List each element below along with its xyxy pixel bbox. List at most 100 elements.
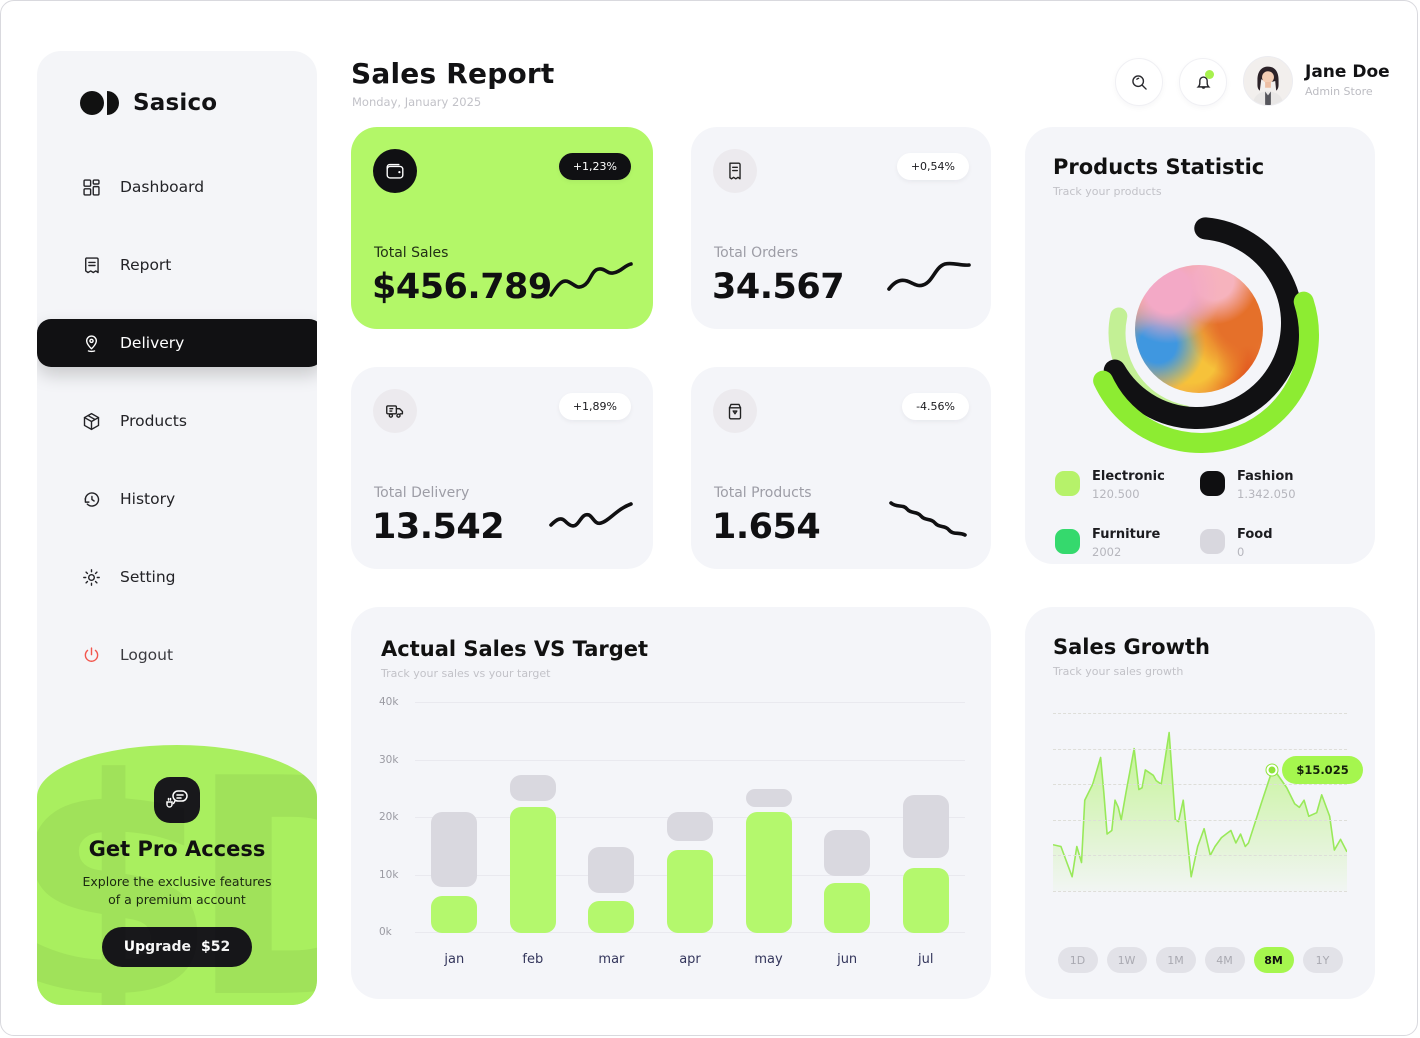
growth-tooltip: $15.025 [1282, 755, 1363, 784]
actual-bar [666, 849, 713, 933]
user-role: Admin Store [1305, 85, 1373, 98]
growth-area [1053, 713, 1347, 891]
report-icon [85, 256, 99, 273]
sidebar-item-label: Setting [120, 568, 176, 586]
promo-description: Explore the exclusive features of a prem… [82, 874, 272, 908]
stat-label: Total Sales [374, 245, 449, 261]
search-button[interactable] [1115, 58, 1163, 106]
sidebar-item-label: Delivery [120, 334, 185, 352]
y-axis-tick: 10k [379, 868, 399, 881]
target-bar [902, 795, 949, 859]
y-axis-tick: 40k [379, 696, 399, 708]
x-axis-label: may [754, 952, 783, 967]
target-bar [824, 829, 871, 876]
orders-sparkline [887, 261, 971, 291]
sidebar-item-history[interactable]: History [37, 475, 317, 523]
upgrade-button[interactable]: Upgrade $52 [102, 927, 252, 968]
gridline: 30k [379, 754, 965, 766]
change-badge: -4.56% [902, 393, 969, 420]
legend-item-fashion: Fashion 1.342.050 [1200, 469, 1345, 501]
user-name: Jane Doe [1305, 62, 1390, 82]
y-axis-tick: 30k [379, 753, 399, 766]
sidebar-item-setting[interactable]: Setting [37, 553, 317, 601]
sidebar-item-dashboard[interactable]: Dashboard [37, 163, 317, 211]
delivery-sparkline [549, 502, 633, 528]
user-avatar[interactable] [1243, 56, 1293, 106]
products-photo [1135, 265, 1263, 393]
dashed-gridline [1053, 819, 1347, 821]
page-date: Monday, January 2025 [352, 95, 482, 109]
stat-card-total-sales: +1,23% Total Sales $456.789 [351, 127, 653, 329]
products-donut-chart [1071, 193, 1331, 461]
range-1m[interactable]: 1M [1155, 947, 1196, 973]
notifications-button[interactable] [1179, 58, 1227, 106]
sales-growth-chart: $15.025 [1053, 713, 1363, 892]
brand-logo-icon [79, 89, 121, 117]
x-axis-label: jul [917, 952, 934, 967]
sidebar-item-label: Report [120, 256, 172, 274]
x-axis-label: jun [837, 952, 858, 967]
chat-coffee-icon [154, 777, 200, 823]
bar-group-jun: jun [808, 703, 887, 967]
sidebar: Sasico Dashboard Report Delivery Product… [37, 51, 317, 1005]
products-statistic-card: Products Statistic Track your products E… [1025, 127, 1375, 564]
products-sparkline [889, 501, 967, 537]
notification-dot [1205, 70, 1214, 79]
sidebar-item-label: History [120, 490, 176, 508]
x-axis-label: feb [522, 952, 544, 967]
products-box-icon [83, 412, 100, 430]
target-bar [509, 774, 556, 801]
settings-gear-icon [83, 568, 100, 586]
stat-value: 1.654 [712, 507, 821, 547]
range-1y[interactable]: 1Y [1302, 947, 1343, 973]
sidebar-item-logout[interactable]: Logout [37, 631, 317, 679]
target-bar [588, 846, 635, 893]
legend-item-electronic: Electronic 120.500 [1055, 469, 1200, 501]
delivery-pin-icon [85, 334, 98, 352]
receipt-icon [713, 149, 757, 193]
stat-card-total-delivery: +1,89% Total Delivery 13.542 [351, 367, 653, 569]
range-1d[interactable]: 1D [1057, 947, 1098, 973]
range-4m[interactable]: 4M [1204, 947, 1245, 973]
stat-value: 34.567 [712, 267, 845, 307]
range-1w[interactable]: 1W [1106, 947, 1147, 973]
bell-icon [1195, 75, 1211, 89]
sidebar-menu: Dashboard Report Delivery Products Histo… [37, 163, 317, 709]
sales-growth-card: Sales Growth Track your sales growth $15… [1025, 607, 1375, 999]
range-8m[interactable]: 8M [1253, 947, 1294, 973]
y-axis-tick: 20k [379, 811, 399, 823]
sidebar-item-report[interactable]: Report [37, 241, 317, 289]
sales-growth-subtitle: Track your sales growth [1053, 665, 1184, 678]
actual-bar [902, 868, 949, 933]
actual-bar [431, 895, 478, 933]
change-badge: +1,89% [558, 393, 631, 420]
stat-value: 13.542 [372, 507, 505, 547]
target-bar [666, 812, 713, 841]
bar-group-jan: jan [415, 703, 494, 967]
target-bar [745, 789, 792, 807]
actual-bar [509, 806, 556, 933]
bar-group-feb: feb [494, 703, 573, 967]
sidebar-item-label: Dashboard [120, 178, 205, 196]
growth-marker-dot [1266, 764, 1278, 776]
actual-bar [588, 901, 635, 933]
dashed-gridline [1053, 748, 1347, 750]
donut-arcs [1093, 217, 1319, 453]
legend-swatch [1200, 471, 1225, 496]
x-axis-label: jan [444, 952, 465, 967]
sidebar-item-delivery[interactable]: Delivery [37, 319, 317, 367]
sales-vs-target-chart: 40k 30k 20k 10k 0k jan feb mar apr may jun jul [379, 696, 965, 967]
legend-swatch [1200, 529, 1225, 554]
bar-group-jul: jul [886, 703, 965, 967]
dashed-gridline [1053, 784, 1347, 786]
gridline: 40k [379, 696, 965, 708]
actual-bar [745, 812, 792, 933]
search-icon [1131, 74, 1147, 90]
bar-group-may: may [729, 703, 808, 967]
bar-group-mar: mar [572, 703, 651, 967]
stat-label: Total Orders [714, 245, 799, 261]
promo-title: Get Pro Access [88, 837, 266, 861]
sidebar-item-products[interactable]: Products [37, 397, 317, 445]
sales-sparkline [549, 262, 633, 297]
